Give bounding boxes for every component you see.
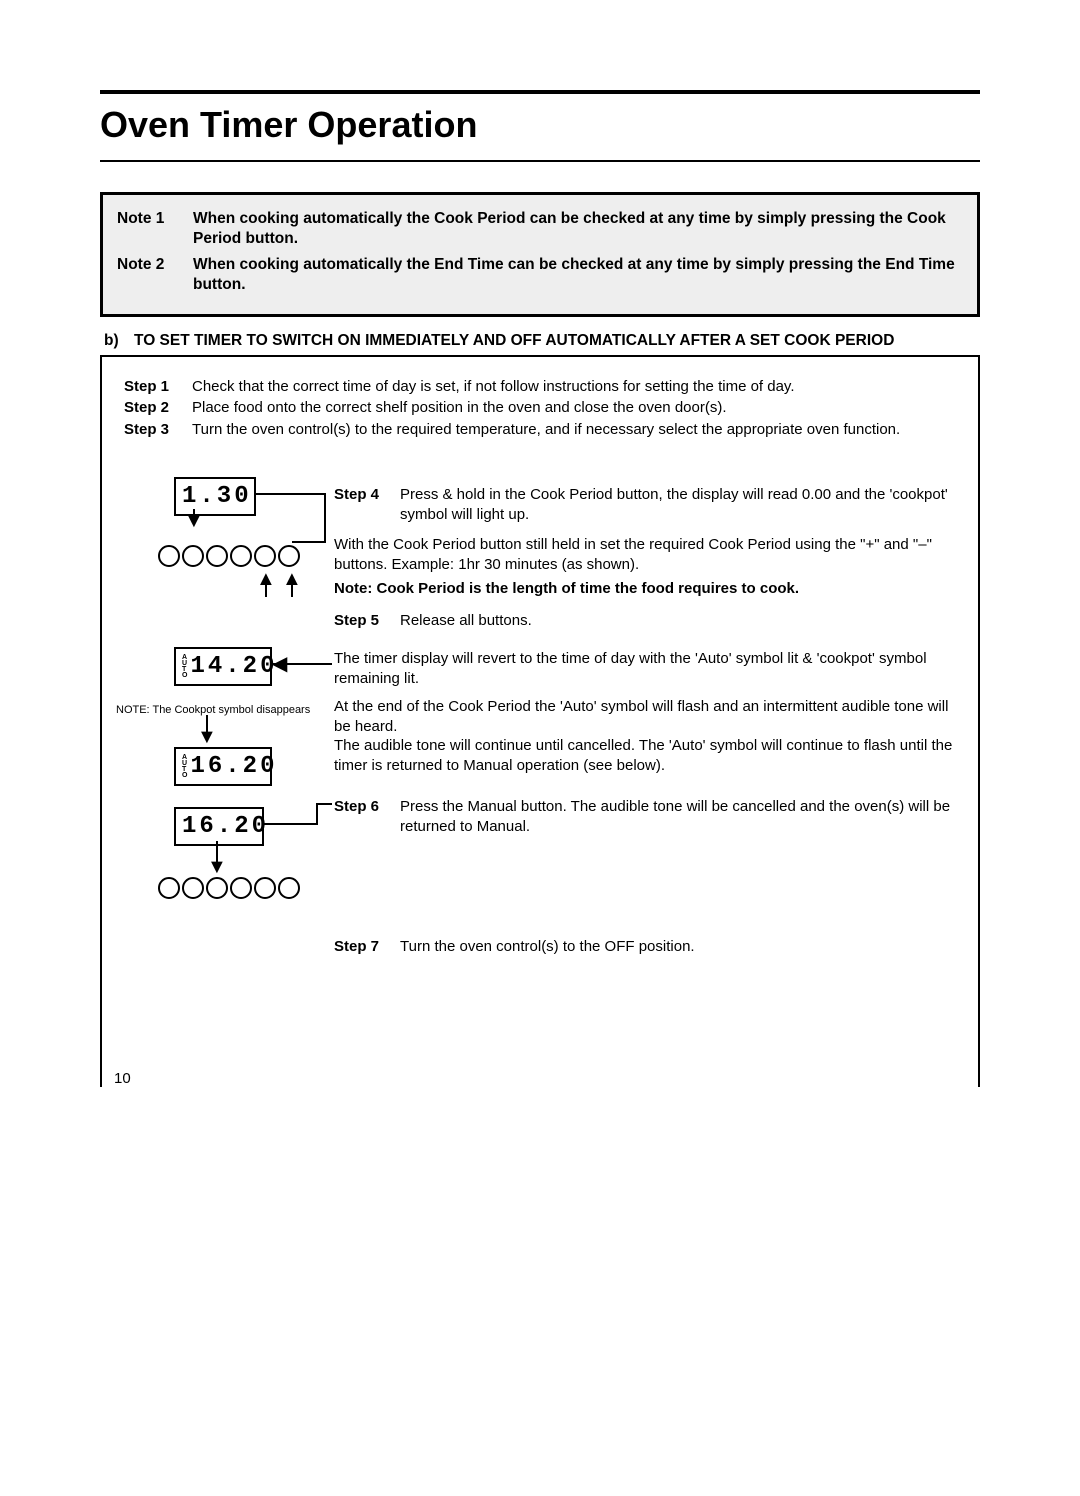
note-2-text: When cooking automatically the End Time … xyxy=(193,255,963,295)
timer-button xyxy=(158,545,180,567)
connector-line xyxy=(193,509,195,523)
step-5-block: Step 5 Release all buttons. xyxy=(334,611,956,631)
timer-button xyxy=(278,877,300,899)
step-1-label: Step 1 xyxy=(124,377,182,397)
timer-button xyxy=(278,545,300,567)
notes-box: Note 1 When cooking automatically the Co… xyxy=(100,192,980,317)
arrow-left-icon: ◀ xyxy=(272,654,287,674)
lcd-display-4: 16.20 xyxy=(174,807,264,846)
step-4-block: Step 4 Press & hold in the Cook Period b… xyxy=(334,485,956,524)
connector-line xyxy=(291,583,293,597)
timer-button xyxy=(182,877,204,899)
connector-line xyxy=(265,583,267,597)
button-row-1 xyxy=(158,545,300,567)
page-number: 10 xyxy=(114,1070,131,1087)
timer-button xyxy=(230,877,252,899)
timer-button xyxy=(206,545,228,567)
step-4-label: Step 4 xyxy=(334,485,390,524)
step-2-text: Place food onto the correct shelf positi… xyxy=(192,398,956,418)
connector-line xyxy=(256,493,326,495)
main-instruction-box: Step 1 Check that the correct time of da… xyxy=(100,355,980,1088)
note-1: Note 1 When cooking automatically the Co… xyxy=(117,209,963,249)
note-1-label: Note 1 xyxy=(117,209,179,249)
step-4b-text: With the Cook Period button still held i… xyxy=(334,535,956,574)
timer-button xyxy=(206,877,228,899)
step-3: Step 3 Turn the oven control(s) to the r… xyxy=(124,420,956,440)
connector-line xyxy=(292,541,326,543)
step-1: Step 1 Check that the correct time of da… xyxy=(124,377,956,397)
step-2-label: Step 2 xyxy=(124,398,182,418)
note-2-label: Note 2 xyxy=(117,255,179,295)
note-1-text: When cooking automatically the Cook Peri… xyxy=(193,209,963,249)
step-6-label: Step 6 xyxy=(334,797,390,836)
lcd-display-3: A U T O 16.20 xyxy=(174,747,272,786)
cook-period-note: Note: Cook Period is the length of time … xyxy=(334,579,956,599)
step-2: Step 2 Place food onto the correct shelf… xyxy=(124,398,956,418)
arrow-down-icon: ▼ xyxy=(197,727,217,747)
lcd-display-4-value: 16.20 xyxy=(182,811,269,842)
step-5b-text: The timer display will revert to the tim… xyxy=(334,649,956,688)
connector-line xyxy=(324,493,326,543)
section-b-marker: b) xyxy=(104,331,124,351)
auto-symbol: A U T O xyxy=(182,755,187,779)
lcd-display-1-value: 1.30 xyxy=(182,481,252,512)
step-7-block: Step 7 Turn the oven control(s) to the O… xyxy=(334,937,956,957)
step-3-label: Step 3 xyxy=(124,420,182,440)
lcd-display-3-value: 16.20 xyxy=(190,751,277,782)
step-7-label: Step 7 xyxy=(334,937,390,957)
section-b-text: TO SET TIMER TO SWITCH ON IMMEDIATELY AN… xyxy=(134,331,894,351)
page-title: Oven Timer Operation xyxy=(100,104,980,146)
step-5-label: Step 5 xyxy=(334,611,390,631)
connector-line xyxy=(316,803,318,825)
connector-line xyxy=(316,803,332,805)
timer-button xyxy=(182,545,204,567)
button-row-2 xyxy=(158,877,300,899)
connector-line xyxy=(264,823,318,825)
timer-button xyxy=(158,877,180,899)
arrow-down-icon: ▼ xyxy=(207,857,227,877)
step-6-text: Press the Manual button. The audible ton… xyxy=(400,797,956,836)
timer-button xyxy=(254,877,276,899)
lcd-display-2: A U T O 14.20 xyxy=(174,647,272,686)
end-of-cook-text: At the end of the Cook Period the 'Auto'… xyxy=(334,697,956,775)
timer-button xyxy=(254,545,276,567)
note-2: Note 2 When cooking automatically the En… xyxy=(117,255,963,295)
step-3-text: Turn the oven control(s) to the required… xyxy=(192,420,956,440)
title-block: Oven Timer Operation xyxy=(100,90,980,162)
diagram-area: 1.30 ▼ ▲ ▲ Step xyxy=(124,467,956,1007)
section-b-heading: b) TO SET TIMER TO SWITCH ON IMMEDIATELY… xyxy=(100,331,980,351)
step-5-text: Release all buttons. xyxy=(400,611,532,631)
timer-button xyxy=(230,545,252,567)
page: Oven Timer Operation Note 1 When cooking… xyxy=(0,0,1080,1147)
step-4-text: Press & hold in the Cook Period button, … xyxy=(400,485,956,524)
step-7-text: Turn the oven control(s) to the OFF posi… xyxy=(400,937,695,957)
step-1-text: Check that the correct time of day is se… xyxy=(192,377,956,397)
auto-symbol: A U T O xyxy=(182,655,187,679)
lcd-display-2-value: 14.20 xyxy=(190,651,277,682)
cookpot-disappears-note: NOTE: The Cookpot symbol disappears xyxy=(116,703,310,717)
step-6-block: Step 6 Press the Manual button. The audi… xyxy=(334,797,956,836)
